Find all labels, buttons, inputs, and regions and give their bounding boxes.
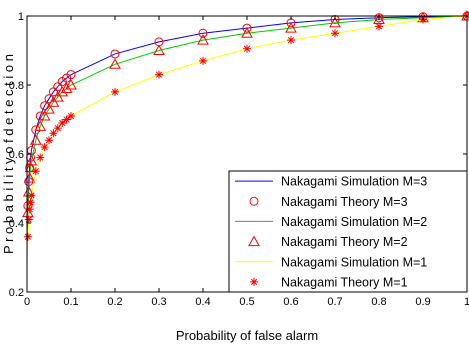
y-tick-label: 0.8 (9, 80, 24, 92)
data-point-nakagami-theory-m-1 (62, 115, 71, 124)
data-point-nakagami-theory-m-1 (58, 118, 67, 127)
legend-box (228, 170, 468, 293)
data-point-nakagami-theory-m-1 (27, 191, 36, 200)
data-point-nakagami-theory-m-1 (24, 215, 33, 224)
legend-swatch-marker (249, 196, 259, 206)
data-point-nakagami-theory-m-2 (241, 27, 253, 38)
data-point-nakagami-theory-m-3 (242, 23, 252, 33)
series-layer (22, 9, 469, 265)
x-tick-label: 0.6 (283, 296, 298, 308)
data-point-nakagami-theory-m-2 (25, 154, 38, 166)
data-point-nakagami-theory-m-2 (43, 103, 55, 114)
data-point-nakagami-theory-m-1 (111, 87, 119, 96)
data-point-nakagami-theory-m-3 (31, 125, 41, 135)
x-tick-label: 1 (464, 296, 469, 308)
legend-swatch-marker (248, 235, 260, 247)
y-tick-label: 0.2 (9, 287, 24, 299)
data-point-nakagami-theory-m-1 (45, 136, 53, 145)
x-tick-label: 0.2 (107, 296, 122, 308)
legend: Nakagami Simulation M=3 Nakagami Theory M… (228, 170, 468, 293)
legend-entry-label: Nakagami Theory M=1 (281, 275, 408, 289)
data-point-nakagami-theory-m-3 (110, 49, 120, 59)
legend-entry-label: Nakagami Simulation M=2 (281, 215, 427, 229)
data-point-nakagami-theory-m-1 (25, 205, 34, 214)
data-point-nakagami-theory-m-1 (31, 167, 40, 176)
y-axis-label: P r o b a b i l i t y o f d e t e c t i … (1, 54, 16, 254)
data-point-nakagami-theory-m-2 (29, 134, 42, 145)
data-point-nakagami-theory-m-3 (330, 14, 340, 24)
data-point-nakagami-theory-m-1 (23, 232, 32, 241)
data-point-nakagami-theory-m-1 (375, 22, 383, 31)
data-point-nakagami-theory-m-2 (22, 206, 34, 218)
data-point-nakagami-theory-m-2 (56, 85, 69, 97)
data-point-nakagami-theory-m-1 (36, 153, 45, 162)
y-tick-label: 0.6 (9, 149, 24, 161)
series-line-nakagami-simulation-m-2 (26, 15, 468, 258)
data-point-nakagami-theory-m-2 (109, 58, 121, 69)
legend-entry-label: Nakagami Theory M=3 (281, 195, 408, 209)
data-point-nakagami-theory-m-1 (331, 29, 339, 38)
data-point-nakagami-theory-m-2 (51, 91, 64, 102)
x-tick-label: 0.1 (63, 296, 78, 308)
data-point-nakagami-theory-m-1 (26, 198, 35, 207)
data-point-nakagami-theory-m-3 (66, 70, 76, 80)
data-point-nakagami-theory-m-3 (198, 28, 208, 38)
x-tick-label: 0.4 (195, 296, 210, 308)
data-point-nakagami-theory-m-1 (49, 129, 58, 138)
x-tick-label: 0.7 (327, 296, 342, 308)
data-point-nakagami-theory-m-1 (199, 56, 207, 65)
legend-swatch-marker (250, 277, 258, 286)
data-point-nakagami-theory-m-2 (47, 96, 60, 107)
legend-entry-label: Nakagami Simulation M=1 (281, 255, 427, 269)
data-point-nakagami-theory-m-2 (285, 22, 297, 33)
data-point-nakagami-theory-m-1 (40, 143, 49, 152)
data-point-nakagami-theory-m-2 (153, 44, 165, 55)
data-point-nakagami-theory-m-1 (53, 124, 62, 133)
data-point-nakagami-theory-m-2 (329, 16, 341, 28)
data-point-nakagami-theory-m-2 (65, 78, 77, 90)
x-axis-label: Probability of false alarm (176, 328, 318, 343)
y-tick-label: 1 (18, 11, 24, 23)
x-tick-label: 0.5 (239, 296, 254, 308)
x-tick-label: 0.3 (151, 296, 166, 308)
data-point-nakagami-theory-m-2 (197, 34, 209, 45)
data-point-nakagami-theory-m-1 (243, 44, 251, 53)
series-markers-nakagami-theory-m-2 (22, 9, 469, 218)
data-point-nakagami-theory-m-2 (24, 161, 37, 173)
data-point-nakagami-theory-m-2 (60, 82, 73, 93)
data-point-nakagami-theory-m-1 (155, 70, 163, 79)
x-tick-label: 0.9 (415, 296, 430, 308)
x-tick-label: 0.8 (371, 296, 386, 308)
legend-entry-label: Nakagami Simulation M=3 (281, 175, 427, 189)
data-point-nakagami-theory-m-2 (34, 120, 47, 131)
data-point-nakagami-theory-m-2 (38, 110, 51, 121)
x-tick-label: 0 (24, 296, 30, 308)
y-tick-label: 0.4 (9, 218, 24, 230)
data-point-nakagami-theory-m-1 (287, 36, 295, 45)
data-point-nakagami-theory-m-1 (67, 112, 75, 121)
legend-entry-label: Nakagami Theory M=2 (281, 235, 408, 249)
